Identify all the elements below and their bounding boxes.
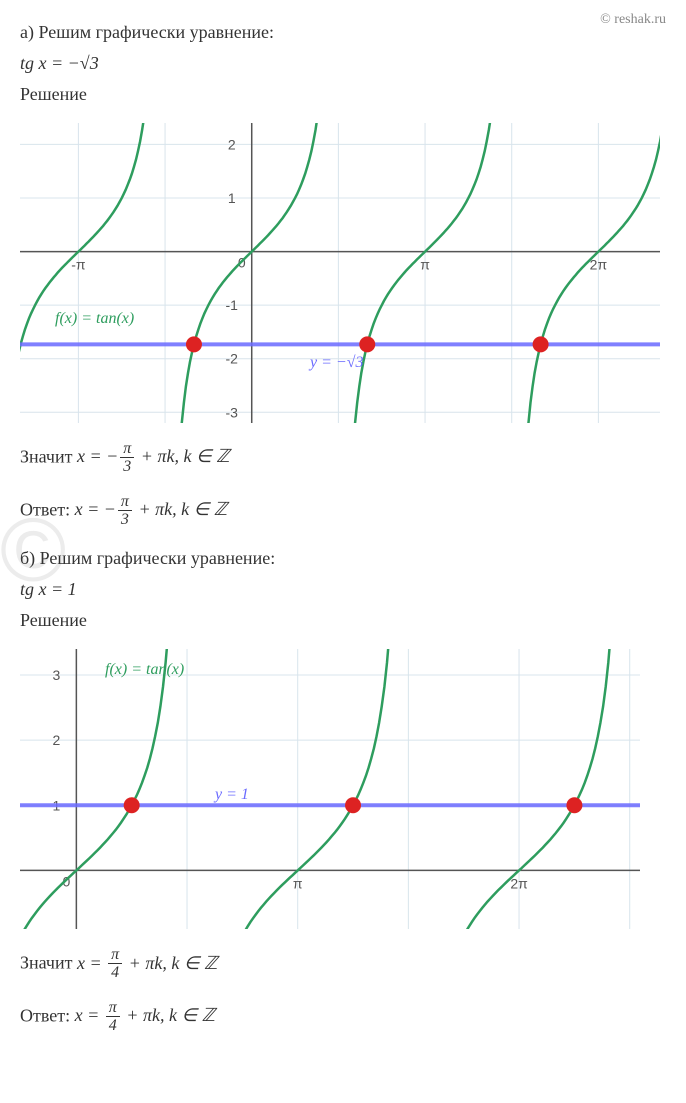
part-b-solution-label: Решение <box>20 610 666 631</box>
svg-text:-3: -3 <box>225 404 238 420</box>
part-a-equation: tg x = −√3 <box>20 53 666 74</box>
svg-text:-π: -π <box>71 257 86 273</box>
svg-text:y = 1: y = 1 <box>213 786 249 803</box>
part-b-conclusion: Значит x = π4 + πk, k ∈ ℤ <box>20 947 666 982</box>
chart-b: 123π2π0f(x) = tan(x)y = 1 <box>20 649 666 929</box>
svg-text:-2: -2 <box>225 351 238 367</box>
answer-prefix: Ответ: <box>20 1005 75 1025</box>
part-b-title: б) Решим графически уравнение: <box>20 548 666 569</box>
conclusion-prefix: Значит <box>20 446 77 466</box>
answer-math: x = −π3 + πk, k ∈ ℤ <box>75 499 228 519</box>
conclusion-math: x = π4 + πk, k ∈ ℤ <box>77 953 217 973</box>
part-a-answer: Ответ: x = −π3 + πk, k ∈ ℤ <box>20 494 666 529</box>
svg-text:2π: 2π <box>510 876 528 892</box>
svg-text:1: 1 <box>228 190 236 206</box>
svg-text:π: π <box>420 257 430 273</box>
svg-text:f(x) = tan(x): f(x) = tan(x) <box>105 661 184 678</box>
part-a-conclusion: Значит x = −π3 + πk, k ∈ ℤ <box>20 441 666 476</box>
conclusion-math: x = −π3 + πk, k ∈ ℤ <box>77 446 230 466</box>
svg-text:y = −√3: y = −√3 <box>308 354 363 371</box>
svg-text:f(x) = tan(x): f(x) = tan(x) <box>55 310 134 327</box>
answer-prefix: Ответ: <box>20 499 75 519</box>
part-a-title: а) Решим графически уравнение: <box>20 22 666 43</box>
part-b-answer: Ответ: x = π4 + πk, k ∈ ℤ <box>20 1000 666 1035</box>
conclusion-prefix: Значит <box>20 953 77 973</box>
svg-text:2: 2 <box>228 136 236 152</box>
chart-a: -3-2-112-ππ2π0f(x) = tan(x)y = −√3 <box>20 123 666 423</box>
svg-text:π: π <box>293 876 303 892</box>
part-a-solution-label: Решение <box>20 84 666 105</box>
part-b-equation: tg x = 1 <box>20 579 666 600</box>
svg-text:2: 2 <box>52 732 60 748</box>
answer-math: x = π4 + πk, k ∈ ℤ <box>75 1005 215 1025</box>
svg-text:3: 3 <box>52 667 60 683</box>
svg-text:-1: -1 <box>225 297 238 313</box>
